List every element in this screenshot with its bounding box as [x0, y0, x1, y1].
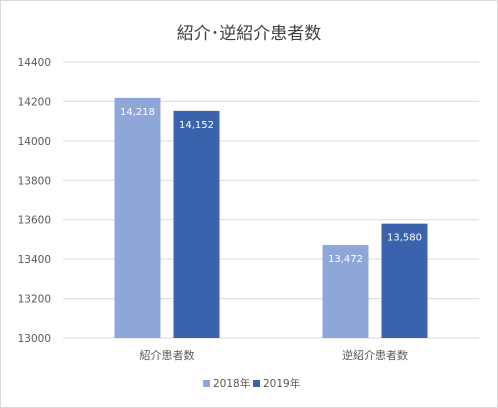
y-tick-label: 14000: [18, 136, 51, 148]
y-tick-label: 13600: [18, 215, 51, 227]
legend-label: 2018年: [213, 377, 250, 390]
y-tick-label: 13000: [18, 333, 51, 345]
category-label: 逆紹介患者数: [342, 348, 408, 362]
y-axis-ticks: 13000 13200 13400 13600 13800 14000 14200 14400: [18, 57, 51, 345]
bar-2019-reverse-referral: [381, 223, 428, 338]
y-tick-label: 14200: [18, 96, 51, 108]
bar-2018-reverse-referral: [322, 244, 369, 338]
legend-swatch: [253, 380, 260, 387]
bar-2019-referral: [173, 110, 220, 339]
category-label: 紹介患者数: [140, 349, 195, 362]
y-tick-label: 14400: [18, 57, 51, 69]
legend-swatch: [203, 380, 210, 387]
legend-label: 2019年: [263, 377, 300, 390]
data-label: 13,472: [328, 254, 363, 265]
data-label: 14,152: [179, 120, 214, 131]
y-tick-label: 13200: [18, 294, 51, 306]
bars: 14,218 14,152 13,472 13,580: [114, 97, 428, 339]
y-tick-label: 13400: [18, 254, 51, 266]
y-tick-label: 13800: [18, 175, 51, 187]
x-axis-categories: 紹介患者数 逆紹介患者数: [140, 348, 409, 362]
bar-2018-referral: [114, 97, 161, 338]
chart-title: 紹介･逆紹介患者数: [177, 24, 322, 44]
data-label: 14,218: [120, 107, 155, 118]
legend: 2018年 2019年: [203, 377, 300, 390]
data-label: 13,580: [387, 233, 422, 244]
